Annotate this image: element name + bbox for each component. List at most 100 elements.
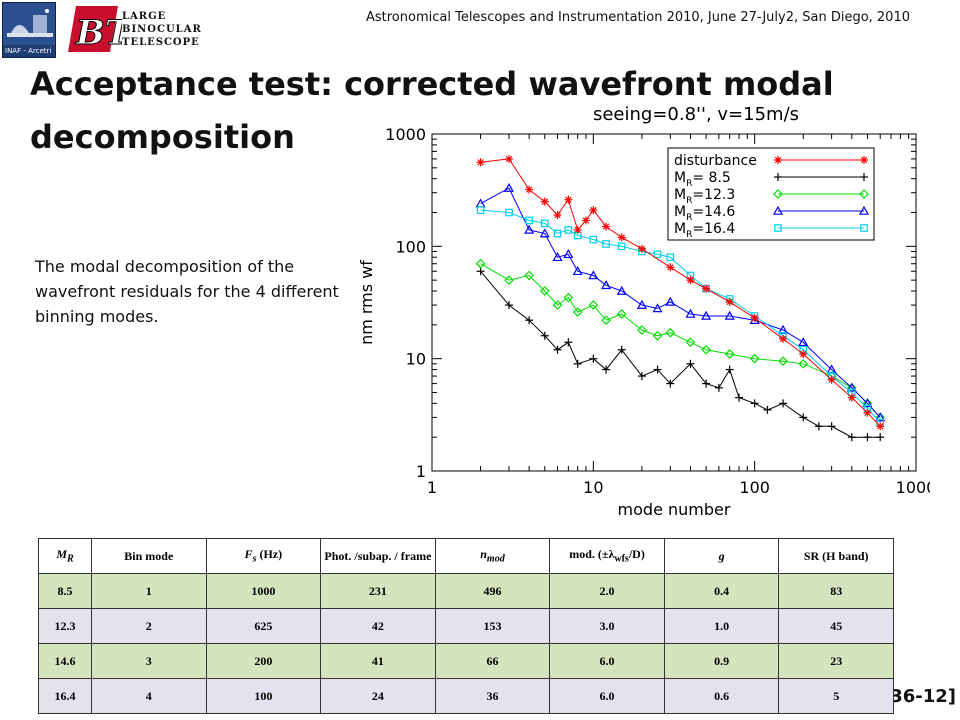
lbt-emblem-icon: BT: [68, 6, 133, 54]
data-point: [553, 229, 562, 238]
data-point: [666, 253, 675, 262]
data-point: [876, 433, 885, 442]
series-line: [480, 263, 881, 418]
data-point: [814, 422, 823, 431]
legend-label: MR= 8.5: [674, 170, 731, 189]
slide-title: Acceptance test: corrected wavefront mod…: [30, 65, 834, 156]
table-cell: 24: [320, 678, 436, 714]
data-point: [799, 413, 808, 422]
observatory-icon: [3, 3, 55, 45]
legend-label: MR=14.6: [674, 204, 735, 223]
data-point: [617, 233, 626, 242]
data-point: [653, 250, 662, 259]
chart-title: seeing=0.8'', v=15m/s: [593, 104, 799, 125]
data-point: [504, 275, 514, 285]
data-point: [637, 244, 646, 253]
data-point: [876, 422, 885, 431]
inaf-logo-text: INAF - Arcetri: [5, 47, 52, 55]
data-point: [799, 350, 808, 359]
data-point: [725, 297, 734, 306]
data-point: [602, 240, 610, 248]
data-point: [827, 375, 836, 384]
table-cell: 3: [91, 643, 207, 679]
data-point: [665, 327, 676, 338]
data-point: [798, 358, 809, 369]
description-text: The modal decomposition of the wavefront…: [35, 257, 339, 326]
data-point: [778, 324, 789, 334]
data-point: [564, 226, 573, 234]
data-point: [540, 219, 549, 228]
data-point: [666, 263, 675, 272]
lbt-word: LARGE: [122, 11, 167, 22]
data-point: [636, 299, 647, 309]
header-fs: Fs (Hz): [205, 538, 322, 574]
data-point: [702, 284, 711, 293]
data-point: [779, 334, 788, 343]
data-point: [504, 154, 513, 163]
data-point: [589, 235, 598, 244]
data-point: [653, 365, 662, 374]
data-point: [525, 316, 534, 325]
table-cell: 496: [434, 573, 551, 609]
data-point: [750, 314, 759, 323]
data-point: [588, 300, 599, 310]
table-cell: 6.0: [549, 678, 665, 714]
table-cell: 3.0: [549, 608, 665, 644]
data-point: [846, 382, 857, 393]
x-tick-label: 10: [583, 478, 603, 497]
legend-marker: [860, 156, 868, 164]
lbt-logo: BT LARGE BINOCULAR TELESCOPE: [62, 2, 212, 58]
data-point: [714, 383, 723, 392]
data-point: [863, 433, 872, 442]
data-point: [525, 185, 534, 194]
data-point: [616, 285, 627, 295]
data-point: [601, 280, 612, 290]
table-cell: 66: [434, 643, 551, 679]
data-point: [685, 337, 696, 348]
data-point: [666, 379, 675, 388]
x-axis-label: mode number: [618, 500, 731, 519]
table-cell: 45: [778, 608, 894, 644]
data-point: [863, 408, 872, 417]
data-point: [875, 412, 886, 422]
header-g: g: [663, 538, 780, 574]
x-tick-label: 100: [739, 478, 770, 497]
table-cell: 200: [205, 643, 322, 679]
data-point: [724, 310, 735, 320]
data-point: [827, 422, 836, 431]
table-cell: 12.3: [38, 608, 92, 644]
y-tick-label: 100: [395, 237, 426, 256]
data-point: [553, 345, 562, 354]
series-1: [476, 267, 885, 442]
table-cell: 41: [320, 643, 436, 679]
table-cell: 1.0: [663, 608, 780, 644]
data-point: [581, 216, 590, 225]
data-point: [725, 365, 734, 374]
table-row: 8.5 1 1000 231 496 2.0 0.4 83: [38, 573, 894, 609]
table-cell: 0.4: [663, 573, 780, 609]
table-cell: 625: [205, 608, 322, 644]
data-point: [686, 276, 695, 285]
table-cell: 2.0: [549, 573, 665, 609]
data-point: [847, 393, 856, 402]
table-cell: 5: [778, 678, 894, 714]
data-point: [563, 292, 574, 303]
data-point: [552, 251, 563, 262]
inaf-logo: INAF - Arcetri: [2, 2, 56, 58]
header-mod: mod. (±λwfs/D): [549, 538, 665, 574]
table-row: 14.6 3 200 41 66 6.0 0.9 23: [38, 643, 894, 679]
table-cell: 231: [320, 573, 436, 609]
data-point: [525, 216, 533, 225]
data-point: [862, 398, 873, 409]
table-cell: 23: [778, 643, 894, 679]
data-point: [778, 356, 788, 367]
plot-frame: [431, 133, 917, 472]
data-point: [701, 344, 711, 355]
table-cell: 153: [434, 608, 551, 644]
table-cell: 83: [778, 573, 894, 609]
chart-axes: 1 10 100 1000 1 10 100 1000 seeing=0.8'', v=15m/…: [357, 104, 930, 519]
legend-marker: [860, 224, 868, 232]
data-point: [540, 197, 549, 206]
lbt-logo-words: LARGE BINOCULAR TELESCOPE: [122, 10, 202, 49]
data-point: [540, 331, 549, 340]
